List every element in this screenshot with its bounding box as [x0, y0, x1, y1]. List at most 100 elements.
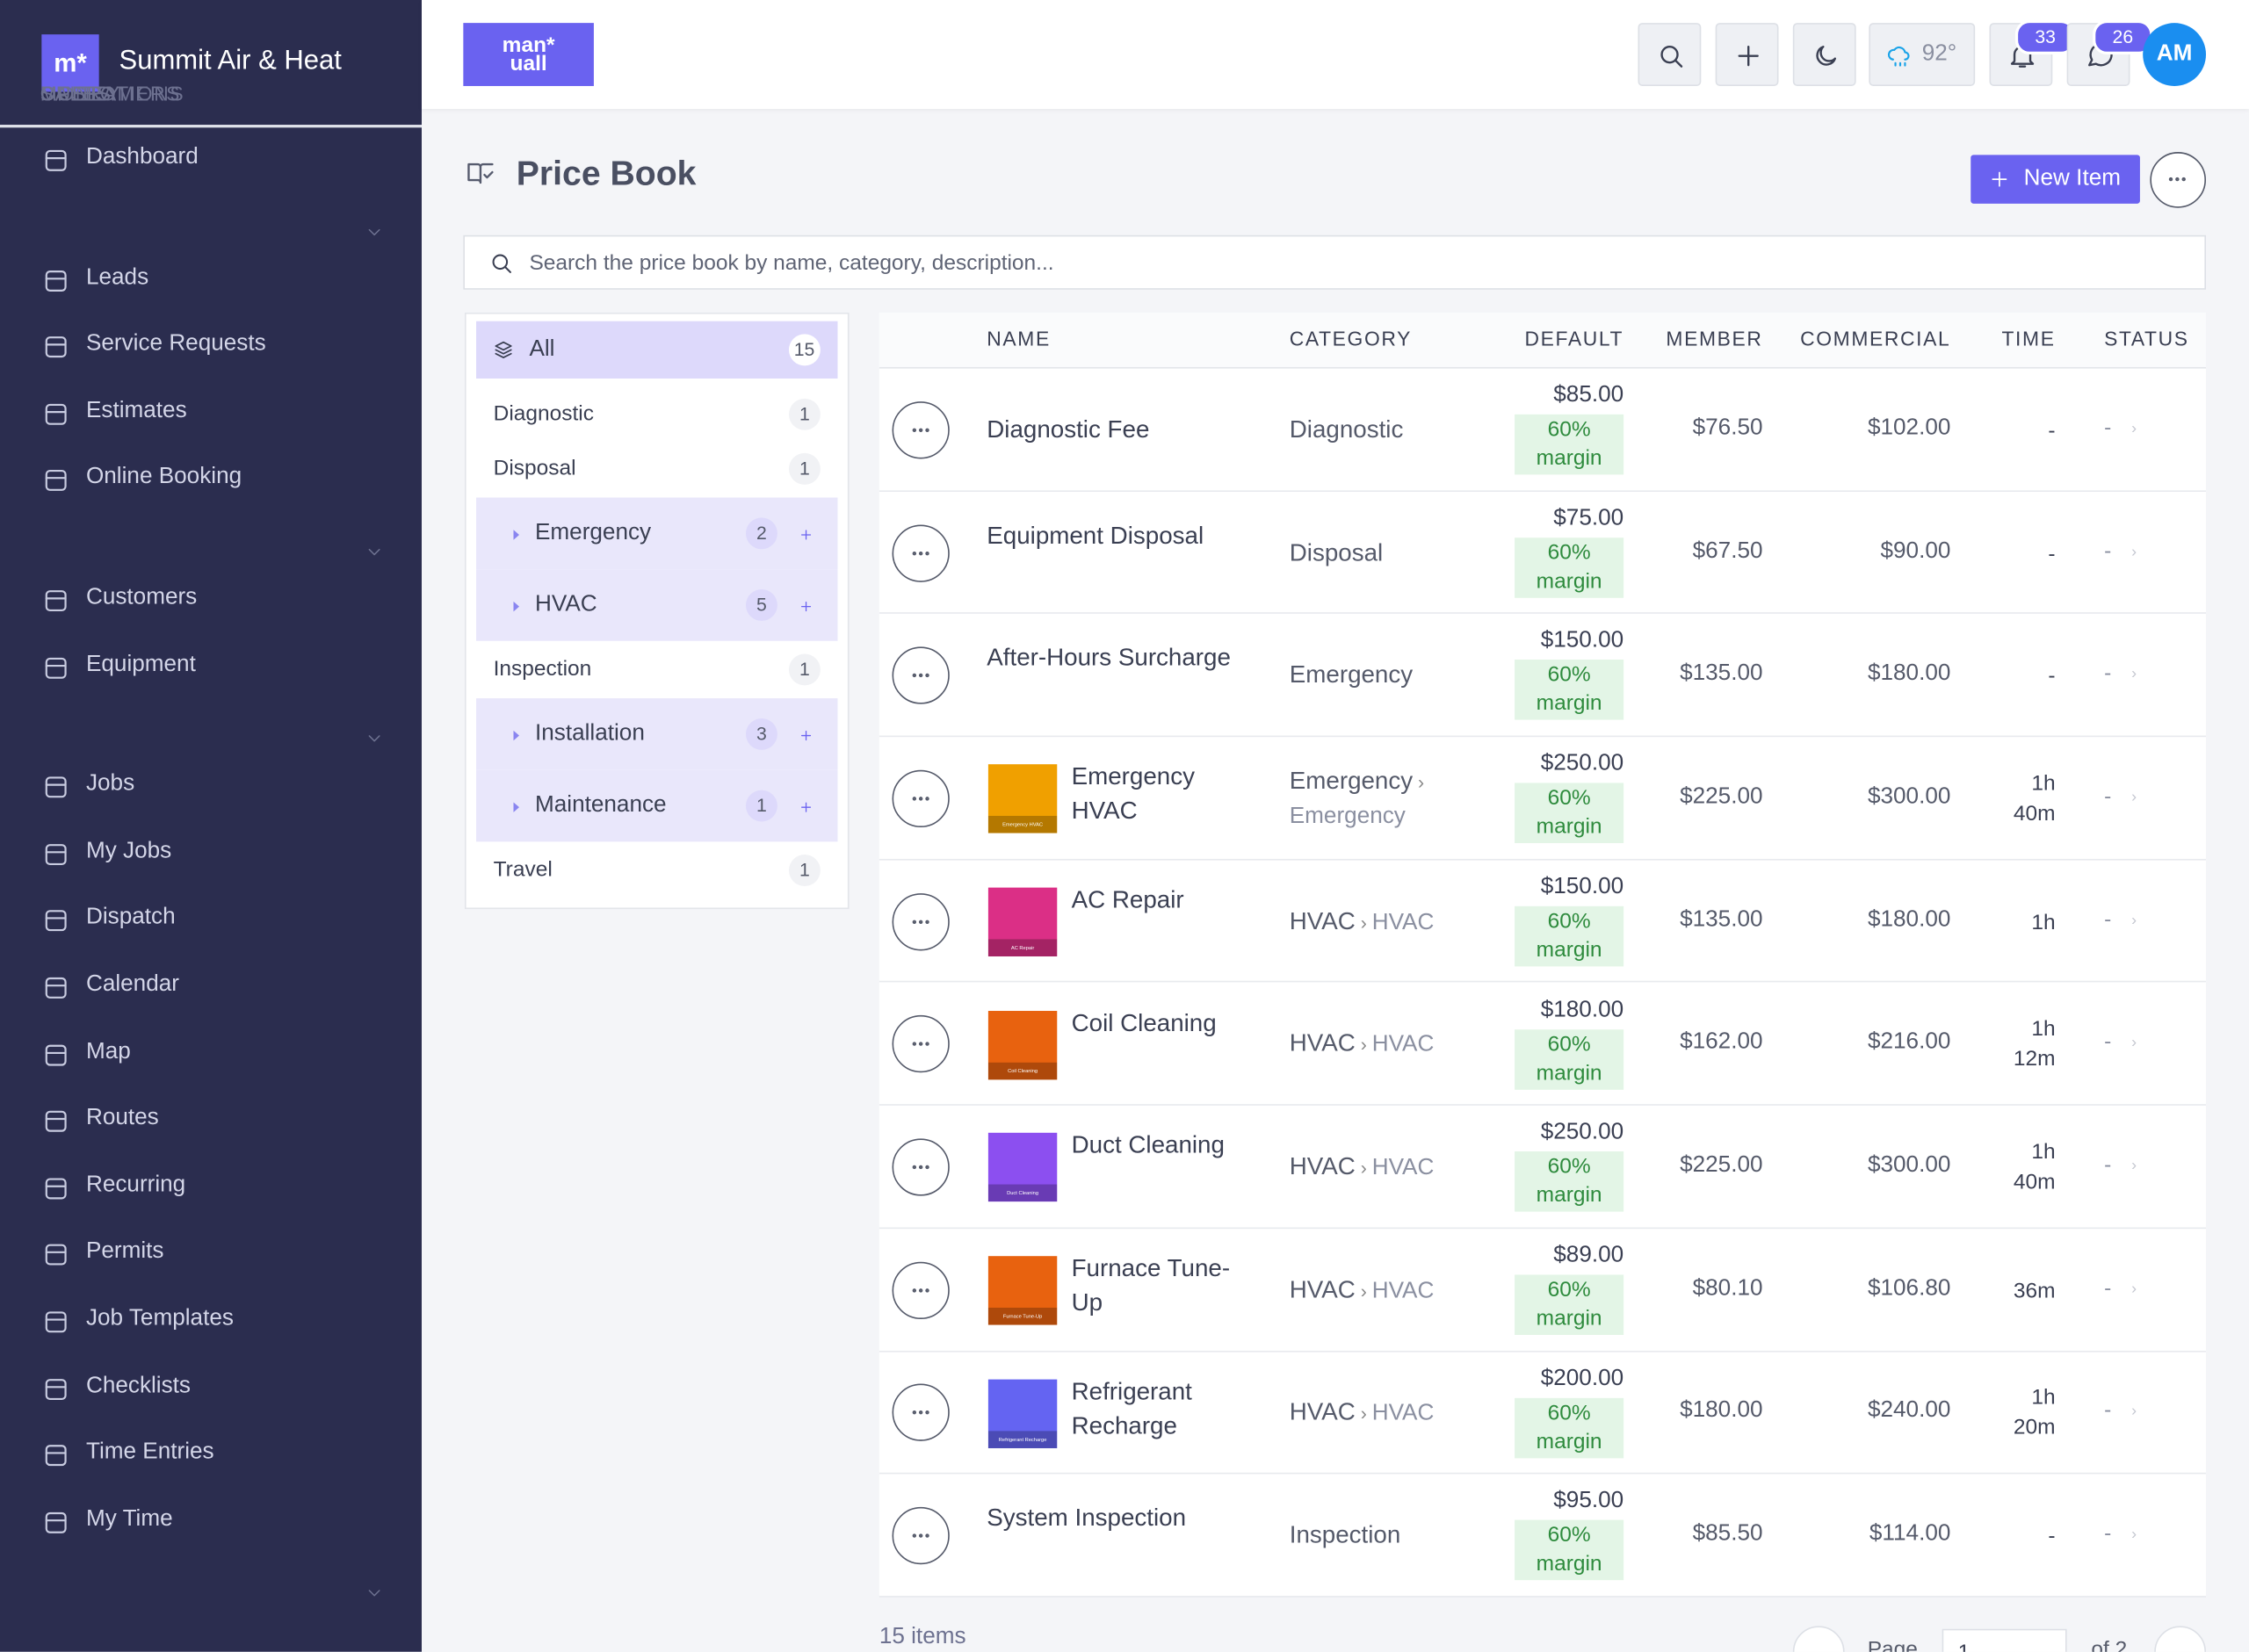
nav-item[interactable]: Online Booking [85, 465, 242, 490]
weather-button[interactable]: 92° [1869, 23, 1976, 86]
row-menu-button[interactable] [892, 1507, 950, 1565]
nav-item[interactable]: My Time [85, 1506, 173, 1532]
table-row[interactable] [879, 1352, 2207, 1475]
nav-item[interactable]: Service Requests [85, 331, 266, 357]
topbar-search-button[interactable] [1638, 23, 1702, 86]
category-row[interactable]: Disposal 1 [476, 442, 837, 496]
collapse-chevron[interactable] [365, 221, 385, 242]
category-row[interactable]: Travel 1 [476, 843, 837, 898]
table-row[interactable] [879, 1229, 2207, 1352]
nav-item[interactable]: My Jobs [85, 838, 172, 863]
table-row[interactable] [879, 1106, 2207, 1229]
item-name[interactable]: Equipment Disposal [987, 521, 1204, 549]
status-chevron[interactable]: › [2131, 1280, 2137, 1298]
table-row[interactable] [879, 369, 2207, 492]
nav-item[interactable]: Jobs [85, 771, 135, 797]
status-chevron[interactable]: › [2131, 665, 2137, 683]
collapse-chevron[interactable] [365, 1583, 385, 1604]
page-input[interactable]: 1 [1942, 1628, 2067, 1652]
category-row[interactable]: Installation 3 [476, 698, 838, 770]
nav-icon-svg [45, 1378, 67, 1400]
row-menu-button[interactable] [892, 769, 950, 827]
nav-item[interactable]: Permits [85, 1239, 164, 1265]
more-button[interactable] [2150, 152, 2207, 208]
nav-item[interactable]: Dashboard [85, 144, 199, 170]
item-name[interactable]: Refrigerant Recharge [1071, 1377, 1192, 1439]
nav-item[interactable]: Customers [85, 585, 198, 610]
search-placeholder: Search the price book by name, category,… [529, 250, 1054, 276]
new-item-button[interactable]: New Item [1971, 155, 2140, 204]
prev-page[interactable] [1792, 1626, 1845, 1652]
search-box[interactable]: Search the price book by name, category,… [463, 234, 2207, 290]
topbar-theme-button[interactable] [1792, 23, 1856, 86]
nav-item[interactable]: Estimates [85, 398, 187, 423]
row-menu-button[interactable] [892, 1015, 950, 1073]
row-menu-button[interactable] [892, 892, 950, 950]
add-subcategory[interactable] [798, 725, 815, 743]
status-chevron[interactable]: › [2131, 911, 2137, 929]
section-label: MONEY [40, 82, 121, 105]
table-row[interactable] [879, 491, 2207, 615]
category-row[interactable]: All 15 [476, 321, 838, 379]
nav-item[interactable]: Map [85, 1039, 131, 1064]
item-name[interactable]: System Inspection [987, 1504, 1187, 1532]
collapse-chevron[interactable] [365, 729, 385, 749]
next-page[interactable] [2154, 1626, 2207, 1652]
nav-item[interactable]: Job Templates [85, 1306, 234, 1331]
sidebar [0, 0, 422, 1652]
status-chevron[interactable]: › [2131, 543, 2137, 560]
nav-icon [41, 1241, 70, 1270]
add-subcategory[interactable] [798, 797, 815, 815]
nav-item[interactable]: Time Entries [85, 1439, 214, 1465]
status-chevron[interactable]: › [2131, 420, 2137, 437]
row-menu-button[interactable] [892, 1138, 950, 1196]
nav-item[interactable]: Recurring [85, 1172, 186, 1197]
status-chevron[interactable]: › [2131, 1526, 2137, 1543]
nav-item[interactable]: Dispatch [85, 905, 176, 930]
category-row[interactable]: HVAC 5 [476, 569, 838, 641]
item-name[interactable]: After-Hours Surcharge [987, 644, 1231, 672]
avatar[interactable]: AM [2143, 23, 2207, 86]
app-logo[interactable]: man* uall [463, 23, 594, 86]
category-row[interactable]: Diagnostic 1 [476, 387, 837, 442]
nav-item[interactable]: Leads [85, 264, 149, 290]
row-menu-button[interactable] [892, 1261, 950, 1319]
status-chevron[interactable]: › [2131, 788, 2137, 806]
item-name[interactable]: Coil Cleaning [1071, 1008, 1217, 1036]
nav-item[interactable]: Calendar [85, 971, 179, 997]
row-menu-button[interactable] [892, 523, 950, 582]
item-name[interactable]: Duct Cleaning [1071, 1131, 1225, 1159]
expand-caret[interactable] [508, 797, 525, 815]
category-count: 3 [745, 718, 777, 750]
item-name[interactable]: AC Repair [1071, 885, 1184, 913]
category-row[interactable]: Emergency 2 [476, 497, 838, 570]
status-chevron[interactable]: › [2131, 1034, 2137, 1052]
topbar-add-button[interactable] [1715, 23, 1779, 86]
item-name[interactable]: Diagnostic Fee [987, 415, 1150, 444]
table-row[interactable] [879, 983, 2207, 1107]
add-subcategory[interactable] [798, 596, 815, 614]
expand-caret[interactable] [508, 525, 525, 543]
expand-caret[interactable] [508, 725, 525, 743]
row-menu-button[interactable] [892, 646, 950, 705]
table-row[interactable] [879, 737, 2207, 861]
item-name[interactable]: Furnace Tune-Up [1071, 1254, 1231, 1317]
add-subcategory[interactable] [798, 525, 815, 543]
nav-item[interactable]: Routes [85, 1106, 159, 1130]
status-chevron[interactable]: › [2131, 1403, 2137, 1421]
expand-caret[interactable] [508, 596, 525, 614]
table-row[interactable] [879, 860, 2207, 984]
item-name[interactable]: Emergency HVAC [1071, 762, 1195, 825]
table-row[interactable] [879, 614, 2207, 738]
category-row[interactable]: Inspection 1 [476, 642, 837, 696]
member-price: $135.00 [1680, 661, 1763, 686]
category-row[interactable]: Maintenance 1 [476, 769, 838, 842]
row-menu-button[interactable] [892, 1384, 950, 1442]
table-row[interactable] [879, 1475, 2207, 1598]
nav-item[interactable]: Equipment [85, 652, 196, 676]
row-menu-button[interactable] [892, 400, 950, 459]
collapse-chevron[interactable] [365, 542, 385, 562]
status-chevron[interactable]: › [2131, 1157, 2137, 1175]
more-icon-svg [2168, 177, 2186, 182]
nav-item[interactable]: Checklists [85, 1373, 191, 1398]
